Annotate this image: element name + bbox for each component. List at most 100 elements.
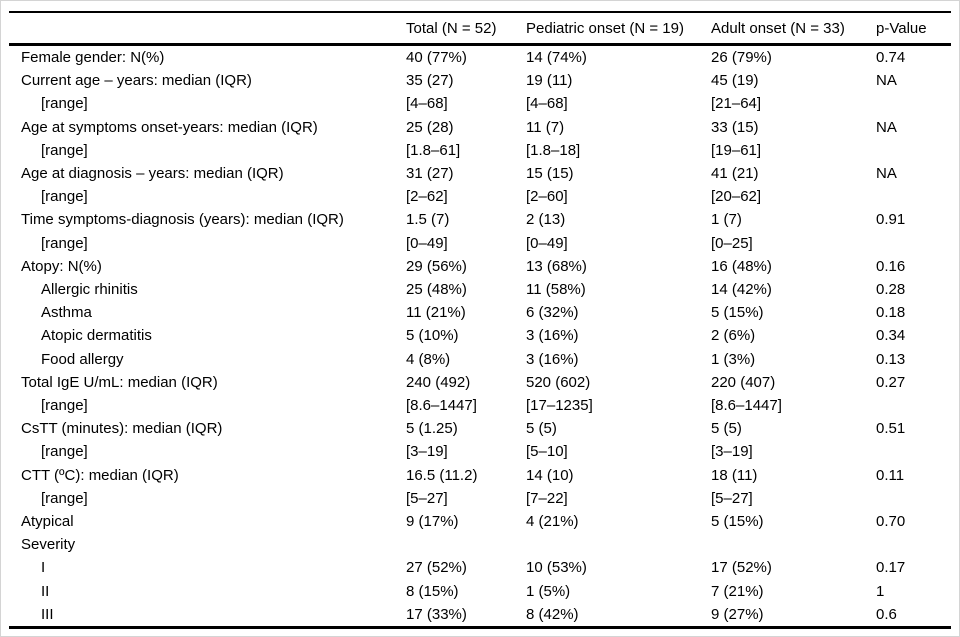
p-value-cell: 0.18 [876,304,906,322]
p-value-cell: 0.34 [876,327,906,345]
row-label-cell: [range] [41,443,88,461]
adult-onset-value-cell: 9 (27%) [711,605,764,623]
col-header-pediatric-onset: Pediatric onset (N = 19) [526,19,684,37]
pediatric-onset-value-cell: [0–49] [526,234,568,252]
adult-onset-value-cell: [0–25] [711,234,753,252]
pediatric-onset-value-cell: [4–68] [526,95,568,113]
table-row: [range] [4–68] [4–68] [21–64] [9,92,951,115]
pediatric-onset-value-cell: 3 (16%) [526,350,579,368]
adult-onset-value-cell: [8.6–1447] [711,397,782,415]
p-value-cell [876,533,951,556]
row-label-cell: Atypical [21,513,74,531]
total-value-cell: 9 (17%) [406,513,459,531]
p-value-cell [876,92,951,115]
adult-onset-value-cell: [21–64] [711,95,762,113]
p-value-cell: 0.13 [876,350,906,368]
total-value-cell: [2–62] [406,188,448,206]
row-label-cell: CTT (ºC): median (IQR) [21,466,179,484]
row-label-cell: [range] [41,188,88,206]
table-row: Age at diagnosis – years: median (IQR) 3… [9,162,951,185]
total-value-cell: [0–49] [406,234,448,252]
col-header-total: Total (N = 52) [406,19,497,37]
total-value-cell: 5 (10%) [406,327,459,345]
adult-onset-value-cell: 5 (15%) [711,513,764,531]
adult-onset-value-cell: [3–19] [711,443,753,461]
pediatric-onset-value-cell [526,533,711,556]
p-value-cell: NA [876,72,897,90]
table-row: Severity [9,533,951,556]
table-row: [range] [5–27] [7–22] [5–27] [9,487,951,510]
pediatric-onset-value-cell: 5 (5) [526,420,557,438]
p-value-cell: 0.27 [876,373,906,391]
adult-onset-value-cell: 5 (15%) [711,304,764,322]
p-value-cell: NA [876,118,897,136]
row-label-cell: III [41,605,54,623]
p-value-cell [876,185,951,208]
row-label-cell: Age at symptoms onset-years: median (IQR… [21,118,318,136]
pediatric-onset-value-cell: 520 (602) [526,373,591,391]
table-row: Atypical 9 (17%) 4 (21%) 5 (15%) 0.70 [9,510,951,533]
total-value-cell: [4–68] [406,95,448,113]
table-row: [range] [1.8–61] [1.8–18] [19–61] [9,139,951,162]
adult-onset-value-cell: 14 (42%) [711,281,772,299]
table-row: Food allergy 4 (8%) 3 (16%) 1 (3%) 0.13 [9,348,951,371]
pediatric-onset-value-cell: [5–10] [526,443,568,461]
total-value-cell: 31 (27) [406,165,454,183]
pediatric-onset-value-cell: 8 (42%) [526,605,579,623]
adult-onset-value-cell: 5 (5) [711,420,742,438]
pediatric-onset-value-cell: 3 (16%) [526,327,579,345]
adult-onset-value-cell: 1 (7) [711,211,742,229]
pediatric-onset-value-cell: 1 (5%) [526,582,571,600]
total-value-cell: 11 (21%) [406,304,466,322]
total-value-cell: 16.5 (11.2) [406,466,478,484]
adult-onset-value-cell: 1 (3%) [711,350,756,368]
row-label-cell: Total IgE U/mL: median (IQR) [21,373,218,391]
row-label-cell: Food allergy [41,350,124,368]
row-label-cell: Allergic rhinitis [41,281,138,299]
total-value-cell: 5 (1.25) [406,420,458,438]
total-value-cell: 240 (492) [406,373,471,391]
total-value-cell: [1.8–61] [406,141,461,159]
p-value-cell: 0.6 [876,605,897,623]
pediatric-onset-value-cell: 4 (21%) [526,513,579,531]
adult-onset-value-cell: 33 (15) [711,118,759,136]
pediatric-onset-value-cell: 19 (11) [526,72,573,90]
table-row: I 27 (52%) 10 (53%) 17 (52%) 0.17 [9,556,951,579]
row-label-cell: II [41,582,50,600]
row-label-cell: [range] [41,141,88,159]
total-value-cell: [8.6–1447] [406,397,477,415]
pediatric-onset-value-cell: [2–60] [526,188,568,206]
total-value-cell [406,533,526,556]
adult-onset-value-cell: 220 (407) [711,373,776,391]
adult-onset-value-cell [711,533,876,556]
p-value-cell: 0.17 [876,559,906,577]
total-value-cell: 27 (52%) [406,559,467,577]
p-value-cell: 0.16 [876,257,906,275]
total-value-cell: 25 (48%) [406,281,467,299]
pediatric-onset-value-cell: [1.8–18] [526,141,581,159]
row-label-cell: [range] [41,397,88,415]
table-row: Total IgE U/mL: median (IQR) 240 (492) 5… [9,371,951,394]
total-value-cell: 17 (33%) [406,605,467,623]
table-row: Female gender: N(%) 40 (77%) 14 (74%) 26… [9,45,951,70]
header-row: Total (N = 52) Pediatric onset (N = 19) … [9,12,951,45]
table-row: [range] [0–49] [0–49] [0–25] [9,232,951,255]
total-value-cell: 35 (27) [406,72,454,90]
adult-onset-value-cell: [19–61] [711,141,762,159]
total-value-cell: [3–19] [406,443,448,461]
row-label-cell: I [41,559,46,577]
adult-onset-value-cell: 17 (52%) [711,559,772,577]
row-label-cell: Current age – years: median (IQR) [21,72,252,90]
adult-onset-value-cell: [5–27] [711,489,753,507]
row-label-cell: Atopic dermatitis [41,327,152,345]
row-label-cell: Female gender: N(%) [21,49,165,66]
pediatric-onset-value-cell: 2 (13) [526,211,566,229]
table-row: Time symptoms-diagnosis (years): median … [9,208,951,231]
p-value-cell: 0.91 [876,211,906,229]
adult-onset-value-cell: 45 (19) [711,72,759,90]
total-value-cell: 8 (15%) [406,582,459,600]
p-value-cell [876,440,951,463]
p-value-cell: 0.28 [876,281,906,299]
p-value-cell [876,139,951,162]
